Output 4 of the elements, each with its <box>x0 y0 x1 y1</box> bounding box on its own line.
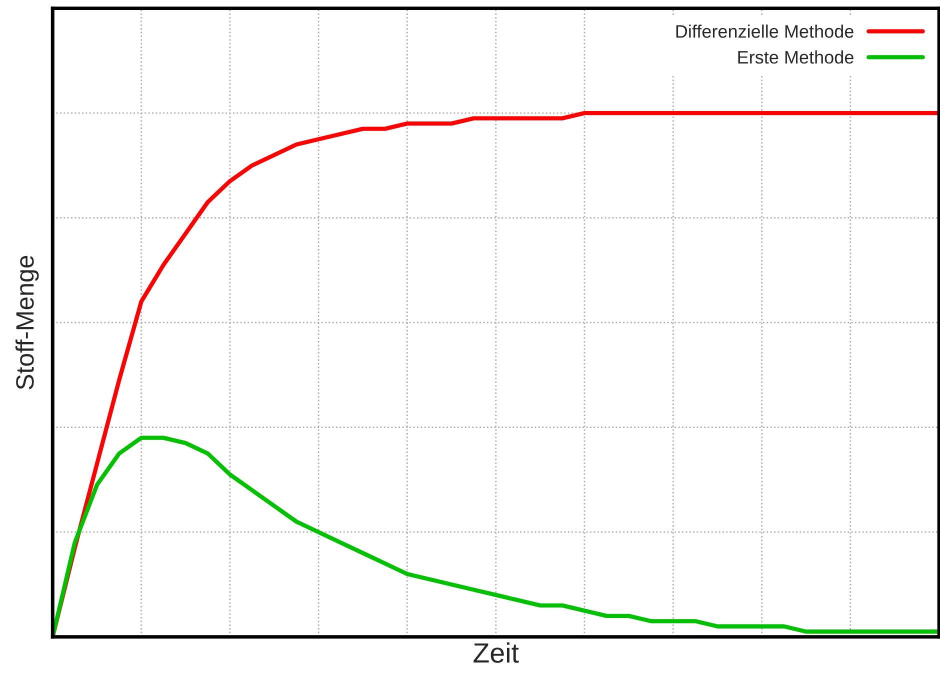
legend-label: Erste Methode <box>738 50 854 64</box>
legend-label: Differenzielle Methode <box>676 24 854 38</box>
y-axis-title: Stoff-Menge <box>15 256 39 390</box>
x-axis-title: Zeit <box>474 642 519 663</box>
